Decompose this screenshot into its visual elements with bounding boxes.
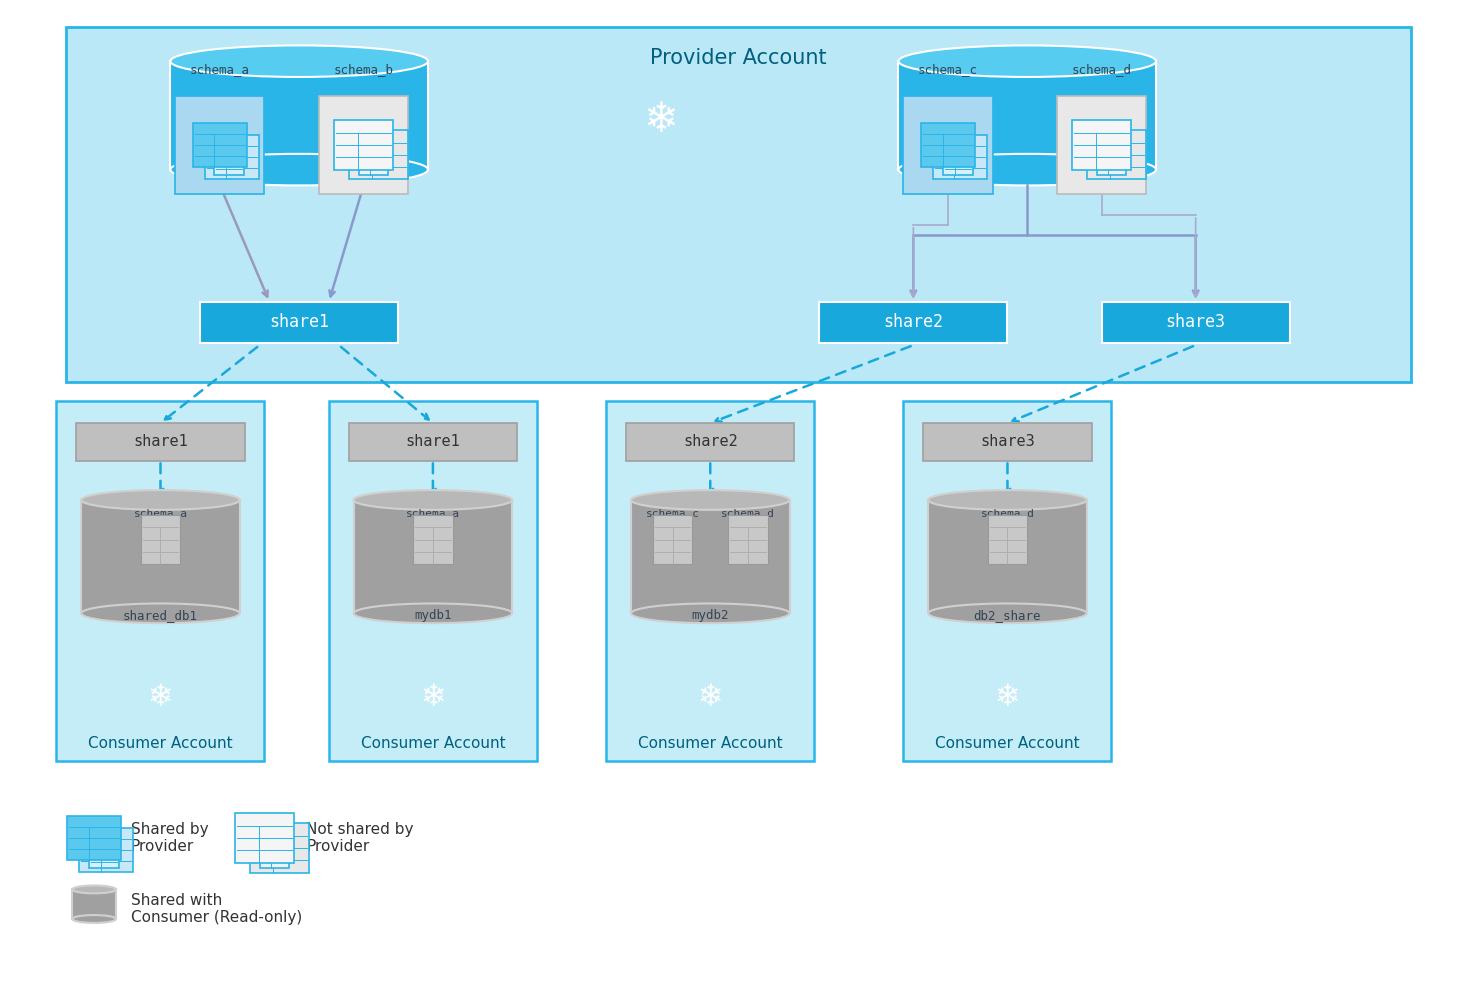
Ellipse shape bbox=[170, 46, 428, 77]
Text: ❄: ❄ bbox=[644, 99, 678, 141]
Text: db1: db1 bbox=[329, 157, 356, 173]
Bar bbox=[606, 402, 814, 761]
Text: ❄: ❄ bbox=[994, 682, 1021, 711]
Text: db2_share: db2_share bbox=[973, 609, 1041, 622]
Bar bbox=[631, 500, 790, 613]
Bar bbox=[349, 130, 408, 180]
Bar bbox=[170, 62, 428, 170]
Bar bbox=[72, 890, 115, 919]
Bar bbox=[192, 123, 247, 168]
Bar bbox=[81, 500, 239, 613]
Text: schema_d: schema_d bbox=[981, 508, 1034, 519]
Text: schema_d: schema_d bbox=[1071, 62, 1131, 76]
Ellipse shape bbox=[81, 490, 239, 510]
Text: ❄: ❄ bbox=[697, 682, 724, 711]
Bar bbox=[353, 500, 513, 613]
Bar bbox=[904, 95, 993, 194]
Bar bbox=[334, 120, 393, 170]
Ellipse shape bbox=[72, 886, 115, 894]
Bar bbox=[904, 402, 1112, 761]
Text: Shared by
Provider: Shared by Provider bbox=[131, 822, 208, 854]
Bar bbox=[923, 423, 1092, 460]
Text: share3: share3 bbox=[981, 434, 1035, 449]
Bar bbox=[140, 515, 180, 564]
Text: share1: share1 bbox=[406, 434, 461, 449]
Text: Consumer Account: Consumer Account bbox=[360, 736, 505, 751]
Bar bbox=[1087, 130, 1146, 180]
Text: Not shared by
Provider: Not shared by Provider bbox=[306, 822, 414, 854]
Ellipse shape bbox=[928, 603, 1087, 623]
Text: Consumer Account: Consumer Account bbox=[935, 736, 1080, 751]
Bar bbox=[89, 843, 118, 868]
Bar bbox=[260, 843, 289, 868]
Bar bbox=[329, 402, 538, 761]
Text: share2: share2 bbox=[682, 434, 737, 449]
Bar bbox=[928, 500, 1087, 613]
Bar bbox=[359, 150, 388, 175]
Text: schema_c: schema_c bbox=[645, 508, 700, 519]
Text: mydb2: mydb2 bbox=[691, 609, 730, 622]
Bar bbox=[78, 827, 133, 872]
Text: Consumer Account: Consumer Account bbox=[638, 736, 783, 751]
Bar bbox=[176, 95, 264, 194]
Ellipse shape bbox=[898, 46, 1156, 77]
Bar bbox=[199, 302, 399, 343]
Text: share1: share1 bbox=[269, 313, 329, 331]
Bar bbox=[920, 123, 975, 168]
Bar bbox=[205, 135, 258, 179]
Bar bbox=[319, 95, 408, 194]
Ellipse shape bbox=[631, 490, 790, 510]
Text: Shared with
Consumer (Read-only): Shared with Consumer (Read-only) bbox=[131, 893, 301, 926]
Bar bbox=[988, 515, 1028, 564]
Text: mydb1: mydb1 bbox=[414, 609, 452, 622]
Text: Consumer Account: Consumer Account bbox=[89, 736, 233, 751]
Bar bbox=[1102, 302, 1289, 343]
Text: schema_b: schema_b bbox=[334, 62, 393, 76]
Ellipse shape bbox=[353, 490, 513, 510]
Text: ❄: ❄ bbox=[148, 682, 173, 711]
Ellipse shape bbox=[170, 154, 428, 186]
Bar bbox=[235, 813, 294, 863]
Text: schema_a: schema_a bbox=[191, 62, 250, 76]
Ellipse shape bbox=[81, 603, 239, 623]
Text: share1: share1 bbox=[133, 434, 188, 449]
Bar bbox=[932, 135, 987, 179]
Ellipse shape bbox=[72, 915, 115, 923]
Bar bbox=[349, 423, 517, 460]
Bar bbox=[414, 515, 453, 564]
Bar bbox=[728, 515, 768, 564]
Text: share3: share3 bbox=[1165, 313, 1226, 331]
Text: db2: db2 bbox=[1058, 157, 1084, 173]
Text: share2: share2 bbox=[883, 313, 944, 331]
Bar bbox=[77, 423, 245, 460]
Text: ❄: ❄ bbox=[419, 682, 446, 711]
Bar bbox=[820, 302, 1007, 343]
Ellipse shape bbox=[898, 154, 1156, 186]
Text: Provider Account: Provider Account bbox=[650, 49, 827, 68]
Bar bbox=[653, 515, 693, 564]
Text: schema_a: schema_a bbox=[133, 508, 188, 519]
Bar bbox=[56, 402, 264, 761]
Text: shared_db1: shared_db1 bbox=[123, 609, 198, 622]
Bar bbox=[1058, 95, 1146, 194]
Bar bbox=[1072, 120, 1131, 170]
Bar bbox=[1096, 150, 1127, 175]
Text: schema_a: schema_a bbox=[406, 508, 459, 519]
Bar bbox=[214, 151, 244, 175]
Bar bbox=[66, 816, 121, 860]
Bar bbox=[250, 823, 309, 873]
Bar bbox=[898, 62, 1156, 170]
Bar bbox=[942, 151, 972, 175]
Bar bbox=[626, 423, 795, 460]
Ellipse shape bbox=[928, 490, 1087, 510]
Ellipse shape bbox=[353, 603, 513, 623]
Ellipse shape bbox=[631, 603, 790, 623]
Text: schema_d: schema_d bbox=[721, 508, 775, 519]
Bar bbox=[66, 27, 1411, 382]
Text: schema_c: schema_c bbox=[919, 62, 978, 76]
